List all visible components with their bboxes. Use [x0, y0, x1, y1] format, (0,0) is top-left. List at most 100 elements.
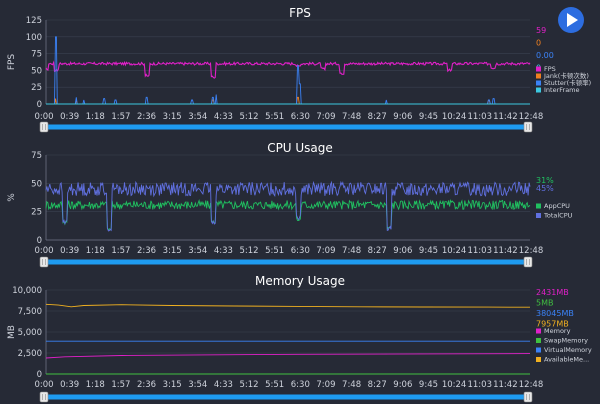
memory-series-line — [45, 303, 531, 308]
fps-chart: FPS FPS 0 25 50 75 100 125 0:00 0:39 1:18 1:57 2:36 3… — [7, 6, 591, 133]
cpu-x-tick-label: 11:03 — [467, 246, 492, 256]
fps-y-tick-label: 125 — [26, 16, 42, 26]
memory-x-tick-label: 1:57 — [111, 380, 130, 390]
memory-x-tick-label: 9:45 — [419, 380, 438, 390]
cpu-x-tick-label: 5:51 — [265, 246, 284, 256]
memory-x-tick-label: 10:24 — [442, 380, 467, 390]
fps-current-value: 59 — [536, 26, 546, 35]
cpu-x-tick-label: 8:27 — [368, 246, 387, 256]
memory-range-slider-track[interactable] — [44, 394, 532, 400]
memory-x-tick-label: 2:36 — [137, 380, 156, 390]
memory-x-tick-label: 0:00 — [34, 380, 53, 390]
cpu-chart: CPU Usage% 0 25 50 75 0:00 0:39 1:18 1:57 2:36 3:1… — [7, 141, 573, 268]
fps-x-tick-label: 4:33 — [214, 112, 233, 122]
cpu-x-tick-label: 11:42 — [493, 246, 518, 256]
cpu-x-tick-label: 2:36 — [137, 246, 156, 256]
fps-legend-label[interactable]: Stutter(卡顿率) — [544, 78, 591, 87]
fps-y-tick-label: 25 — [31, 83, 42, 93]
memory-current-value: 2431MB — [536, 288, 569, 297]
memory-x-tick-label: 3:15 — [163, 380, 182, 390]
fps-x-tick-label: 10:24 — [442, 112, 467, 122]
cpu-range-handle-end[interactable] — [523, 256, 533, 268]
memory-x-tick-label: 0:39 — [60, 380, 79, 390]
memory-current-value: 38045MB — [536, 309, 574, 318]
cpu-x-tick-label: 1:57 — [111, 246, 130, 256]
memory-x-tick-label: 6:30 — [291, 380, 310, 390]
memory-legend-swatch[interactable] — [536, 347, 541, 353]
memory-legend-swatch[interactable] — [536, 357, 541, 362]
fps-y-tick-label: 0 — [37, 100, 42, 110]
fps-y-tick-label: 100 — [26, 33, 42, 43]
cpu-legend-label[interactable]: TotalCPU — [543, 212, 573, 220]
memory-range-handle-start[interactable] — [39, 391, 49, 403]
cpu-legend-label[interactable]: AppCPU — [544, 202, 570, 210]
cpu-range-handle-start[interactable] — [39, 256, 49, 268]
fps-range-slider-track[interactable] — [44, 124, 532, 130]
play-button[interactable] — [558, 7, 584, 33]
cpu-x-tick-label: 0:39 — [60, 246, 79, 256]
fps-current-value: 0.00 — [536, 51, 554, 60]
cpu-legend-swatch[interactable] — [536, 203, 541, 209]
fps-x-tick-label: 1:57 — [111, 112, 130, 122]
cpu-x-tick-label: 3:54 — [188, 246, 207, 256]
fps-legend-label[interactable]: Jank(卡顿次数) — [543, 71, 589, 80]
memory-range-handle-end[interactable] — [523, 391, 533, 403]
memory-x-tick-label: 3:54 — [188, 380, 207, 390]
fps-x-tick-label: 7:48 — [342, 112, 361, 122]
fps-x-tick-label: 9:06 — [393, 112, 412, 122]
memory-x-tick-label: 7:48 — [342, 380, 361, 390]
memory-x-tick-label: 12:48 — [519, 380, 544, 390]
cpu-x-tick-label: 5:12 — [240, 246, 259, 256]
memory-x-tick-label: 11:03 — [467, 380, 492, 390]
memory-legend-label[interactable]: VirtualMemory — [544, 346, 592, 354]
fps-range-handle-end[interactable] — [523, 121, 533, 133]
charts-container: FPS FPS 0 25 50 75 100 125 0:00 0:39 1:18 1:57 2:36 3… — [7, 6, 592, 403]
fps-y-tick-label: 75 — [31, 50, 42, 60]
memory-current-value: 7957MB — [536, 320, 569, 329]
memory-x-tick-label: 9:06 — [393, 380, 412, 390]
cpu-range-slider-track[interactable] — [44, 259, 532, 265]
memory-x-tick-label: 11:42 — [493, 380, 518, 390]
cpu-y-axis-label: % — [7, 193, 17, 202]
memory-legend-label[interactable]: AvailableMe... — [544, 356, 589, 364]
fps-x-tick-label: 3:15 — [163, 112, 182, 122]
cpu-legend-swatch[interactable] — [536, 213, 541, 218]
fps-range-handle-start[interactable] — [39, 121, 49, 133]
memory-x-tick-label: 5:51 — [265, 380, 284, 390]
memory-x-tick-label: 4:33 — [214, 380, 233, 390]
cpu-x-tick-label: 7:09 — [316, 246, 335, 256]
fps-legend-swatch[interactable] — [536, 87, 541, 93]
fps-series-line — [45, 60, 531, 79]
memory-y-axis-label: MB — [7, 325, 17, 339]
fps-legend-swatch[interactable] — [536, 73, 541, 79]
fps-legend-label[interactable]: InterFrame — [544, 86, 580, 94]
memory-y-tick-label: 7,500 — [18, 307, 42, 317]
fps-current-value: 0 — [536, 39, 541, 48]
cpu-title: CPU Usage — [267, 141, 333, 155]
cpu-x-tick-label: 10:24 — [442, 246, 467, 256]
fps-legend-swatch[interactable] — [536, 80, 541, 86]
memory-x-tick-label: 5:12 — [240, 380, 259, 390]
memory-x-tick-label: 1:18 — [86, 380, 105, 390]
fps-title: FPS — [289, 6, 311, 20]
cpu-y-tick-label: 0 — [37, 236, 42, 246]
memory-y-tick-label: 10,000 — [12, 286, 42, 296]
cpu-y-tick-label: 25 — [31, 208, 42, 218]
memory-legend-label[interactable]: Memory — [544, 327, 571, 335]
memory-legend-label[interactable]: SwapMemory — [544, 337, 588, 345]
memory-title: Memory Usage — [255, 274, 345, 288]
memory-chart: Memory Usage MB 0 2,500 5,000 7,500 10,000 0:00… — [7, 274, 592, 403]
cpu-y-tick-label: 75 — [31, 151, 42, 161]
fps-legend-swatch[interactable] — [536, 66, 541, 72]
fps-legend-label[interactable]: FPS — [544, 65, 556, 73]
fps-x-tick-label: 11:42 — [493, 112, 518, 122]
memory-current-value: 5MB — [536, 299, 553, 308]
memory-legend-swatch[interactable] — [536, 328, 541, 334]
cpu-x-tick-label: 12:48 — [519, 246, 544, 256]
fps-x-tick-label: 0:00 — [34, 112, 53, 122]
cpu-current-value: 45% — [536, 184, 554, 193]
fps-y-tick-label: 50 — [31, 66, 42, 76]
memory-legend-swatch[interactable] — [536, 338, 541, 343]
